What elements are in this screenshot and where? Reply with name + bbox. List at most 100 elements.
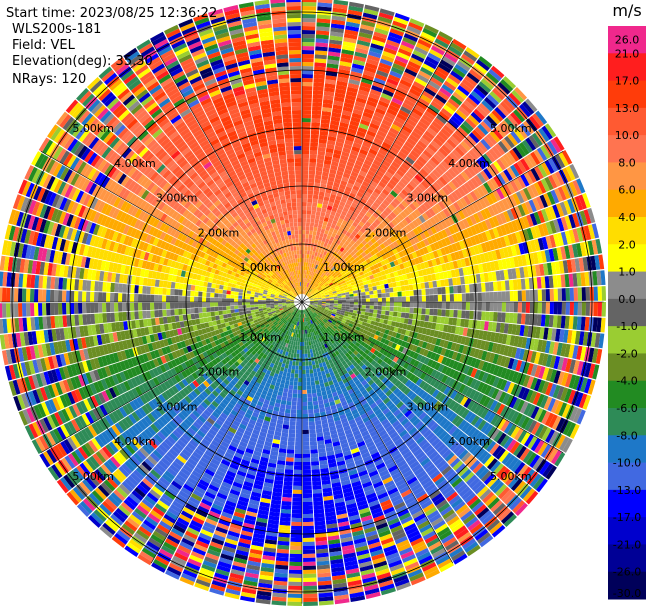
gate <box>364 287 370 292</box>
gate <box>377 309 382 315</box>
gate <box>304 286 307 291</box>
gate <box>302 250 305 255</box>
gate <box>302 266 304 271</box>
gate <box>309 271 312 276</box>
gate <box>446 154 456 165</box>
gate <box>307 292 310 297</box>
gate <box>379 243 386 250</box>
gate <box>431 120 443 131</box>
gate <box>379 58 393 67</box>
gate <box>354 208 361 215</box>
gate <box>481 302 486 311</box>
gate <box>497 140 509 154</box>
gate <box>379 191 388 200</box>
gate <box>365 133 375 141</box>
gate <box>311 477 321 482</box>
gate <box>339 61 352 68</box>
gate <box>358 85 371 93</box>
gate <box>302 26 316 31</box>
gate <box>308 279 311 284</box>
gate <box>357 152 367 160</box>
gate <box>498 200 507 212</box>
gate <box>287 388 293 394</box>
gate <box>359 227 366 234</box>
gate <box>340 197 348 204</box>
gate <box>358 201 365 208</box>
gate <box>403 208 411 216</box>
gate <box>336 260 342 266</box>
gate <box>497 291 502 302</box>
gate <box>353 307 358 311</box>
gate <box>314 273 318 278</box>
gate <box>399 229 406 237</box>
gate <box>392 63 406 72</box>
gate <box>303 557 316 562</box>
gate <box>450 115 462 126</box>
gate <box>319 290 324 293</box>
gate <box>525 290 530 302</box>
gate <box>336 133 346 140</box>
gate <box>384 43 399 52</box>
gate <box>302 190 308 195</box>
gate <box>376 104 388 112</box>
gate <box>357 127 368 134</box>
gate <box>387 35 402 44</box>
gate <box>304 282 307 287</box>
gate <box>355 251 361 257</box>
gate <box>339 214 346 220</box>
gate <box>325 209 332 215</box>
gate <box>346 86 359 94</box>
gate <box>284 408 291 414</box>
gate <box>330 116 341 122</box>
gate <box>312 106 322 111</box>
gate <box>309 369 314 374</box>
gate <box>485 115 498 128</box>
gate <box>454 88 468 100</box>
gate <box>297 337 301 342</box>
gate <box>329 244 334 250</box>
gate <box>303 286 306 291</box>
gate <box>430 140 441 150</box>
gate <box>437 309 442 317</box>
gate <box>317 257 322 262</box>
gate <box>516 313 522 325</box>
gate <box>393 59 407 68</box>
gate <box>353 302 358 305</box>
gate <box>373 111 385 119</box>
gate <box>465 284 470 293</box>
gate <box>332 237 338 243</box>
gate <box>302 50 315 55</box>
gate <box>319 253 323 259</box>
gate <box>369 294 374 299</box>
gate <box>391 254 397 261</box>
gate <box>332 219 338 226</box>
gate <box>302 66 314 71</box>
gate <box>303 270 306 275</box>
gate <box>382 209 390 217</box>
gate <box>509 302 514 313</box>
gate <box>313 288 318 292</box>
gate <box>536 147 548 161</box>
gate <box>371 221 379 229</box>
gate <box>409 88 422 98</box>
gate <box>302 226 306 231</box>
gate <box>438 31 453 42</box>
gate <box>541 289 546 301</box>
gate <box>382 174 391 182</box>
gate <box>317 0 333 4</box>
gate <box>313 408 320 414</box>
gate <box>318 248 322 254</box>
gate <box>367 198 375 205</box>
gate <box>294 457 302 462</box>
gate <box>360 217 368 225</box>
gate <box>327 263 333 268</box>
gate <box>395 194 404 203</box>
gate <box>365 211 373 218</box>
gate <box>349 256 355 262</box>
gate <box>312 90 324 96</box>
gate <box>360 24 375 32</box>
gate <box>283 420 290 426</box>
gate <box>397 302 402 307</box>
gate <box>414 143 425 153</box>
gate <box>293 353 297 358</box>
